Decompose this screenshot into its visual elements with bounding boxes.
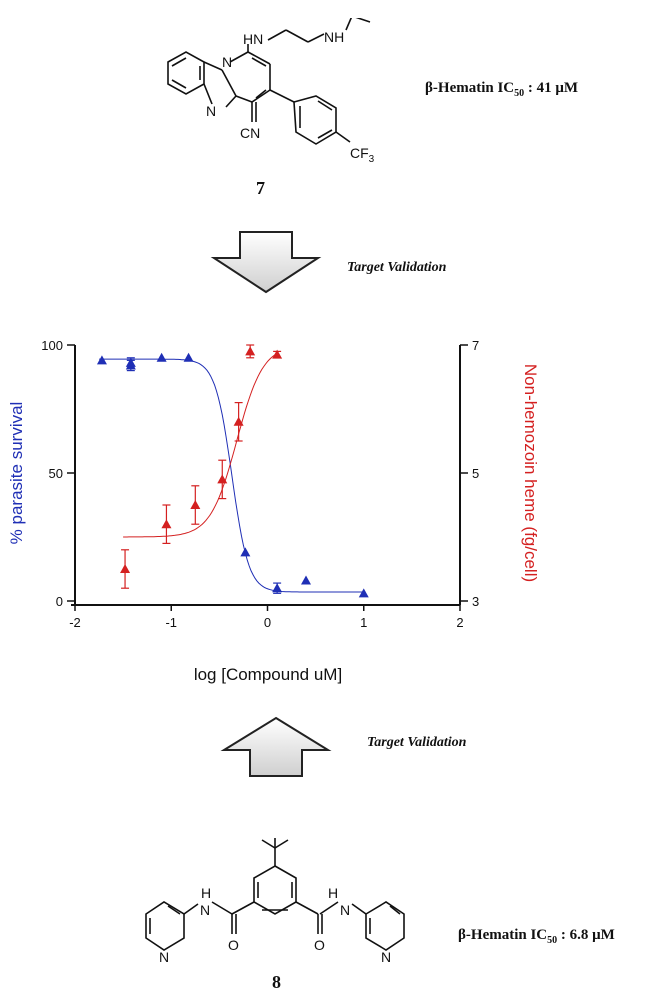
heme-point xyxy=(120,564,131,573)
ring-n-atom: N xyxy=(222,54,232,70)
heme-point xyxy=(233,416,244,426)
pyridine-n-left: N xyxy=(159,949,169,965)
right-y-tick-label: 7 xyxy=(472,338,479,353)
heme-point xyxy=(245,346,256,356)
left-y-axis-title: % parasite survival xyxy=(7,402,26,545)
target-validation-label-bottom: Target Validation xyxy=(367,735,467,750)
cf3-label: CF3 xyxy=(350,145,375,165)
carbonyl-o-right: O xyxy=(314,937,325,953)
survival-point xyxy=(183,352,194,362)
heme-point xyxy=(190,500,201,509)
down-arrow-icon xyxy=(210,231,322,294)
compound-7-structure: N N HN NH CN CF3 xyxy=(167,18,375,165)
ic50-value: : 41 μM xyxy=(524,80,579,96)
survival-point xyxy=(272,583,283,593)
left-y-tick-label: 0 xyxy=(56,594,63,609)
compound-8-number: 8 xyxy=(272,972,281,992)
amide-n-right: N xyxy=(340,902,350,918)
carbonyl-o-left: O xyxy=(228,937,239,953)
up-arrow-icon xyxy=(220,716,332,777)
right-y-tick-label: 5 xyxy=(472,466,479,481)
compound-8-ic50: β-Hematin IC50 : 6.8 μM xyxy=(458,927,615,946)
survival-point xyxy=(301,575,311,585)
x-tick-label: -2 xyxy=(69,615,81,630)
x-tick-label: -1 xyxy=(165,615,177,630)
x-tick-label: 2 xyxy=(456,615,463,630)
survival-point xyxy=(156,352,167,362)
heme-point xyxy=(161,519,172,529)
nitrile-label: CN xyxy=(240,125,260,141)
ic50-value: : 6.8 μM xyxy=(557,927,615,943)
amide-n-left: N xyxy=(200,902,210,918)
compound-7-ic50: β-Hematin IC50 : 41 μM xyxy=(425,80,578,99)
survival-point xyxy=(125,357,136,367)
amide-h-right: H xyxy=(328,885,338,901)
x-tick-label: 0 xyxy=(264,615,271,630)
ic50-label: β-Hematin IC xyxy=(425,80,515,96)
compound-7-number: 7 xyxy=(256,178,265,198)
imidazole-n-atom: N xyxy=(206,103,216,119)
amine-nh-atom-1: HN xyxy=(243,31,263,47)
pyridine-n-right: N xyxy=(381,949,391,965)
heme-fit-curve xyxy=(123,352,278,538)
survival-point xyxy=(240,547,251,557)
heme-point xyxy=(272,349,283,359)
compound-8-structure: H N H N O O N N xyxy=(145,838,405,965)
left-y-tick-label: 50 xyxy=(49,466,63,481)
ic50-subscript: 50 xyxy=(514,88,525,99)
heme-point xyxy=(217,474,228,484)
left-y-tick-label: 100 xyxy=(41,338,63,353)
x-axis-title: log [Compound uM] xyxy=(194,665,342,684)
survival-point xyxy=(96,355,107,365)
ic50-label: β-Hematin IC xyxy=(458,927,548,943)
amide-h-left: H xyxy=(201,885,211,901)
target-validation-label-top: Target Validation xyxy=(347,260,447,275)
amine-nh-atom-2: NH xyxy=(324,29,344,45)
x-tick-label: 1 xyxy=(360,615,367,630)
dose-response-chart: -2 -1 0 1 2 0 50 100 3 5 7 log [Compound uM] % paras… xyxy=(7,338,540,684)
survival-fit-curve xyxy=(99,358,363,593)
cf3-main: CF xyxy=(350,145,369,161)
right-y-tick-label: 3 xyxy=(472,594,479,609)
right-y-axis-title: Non-hemozoin heme (fg/cell) xyxy=(521,364,540,582)
cf3-sub: 3 xyxy=(369,154,375,165)
survival-point xyxy=(358,588,369,598)
ic50-subscript: 50 xyxy=(547,935,558,946)
